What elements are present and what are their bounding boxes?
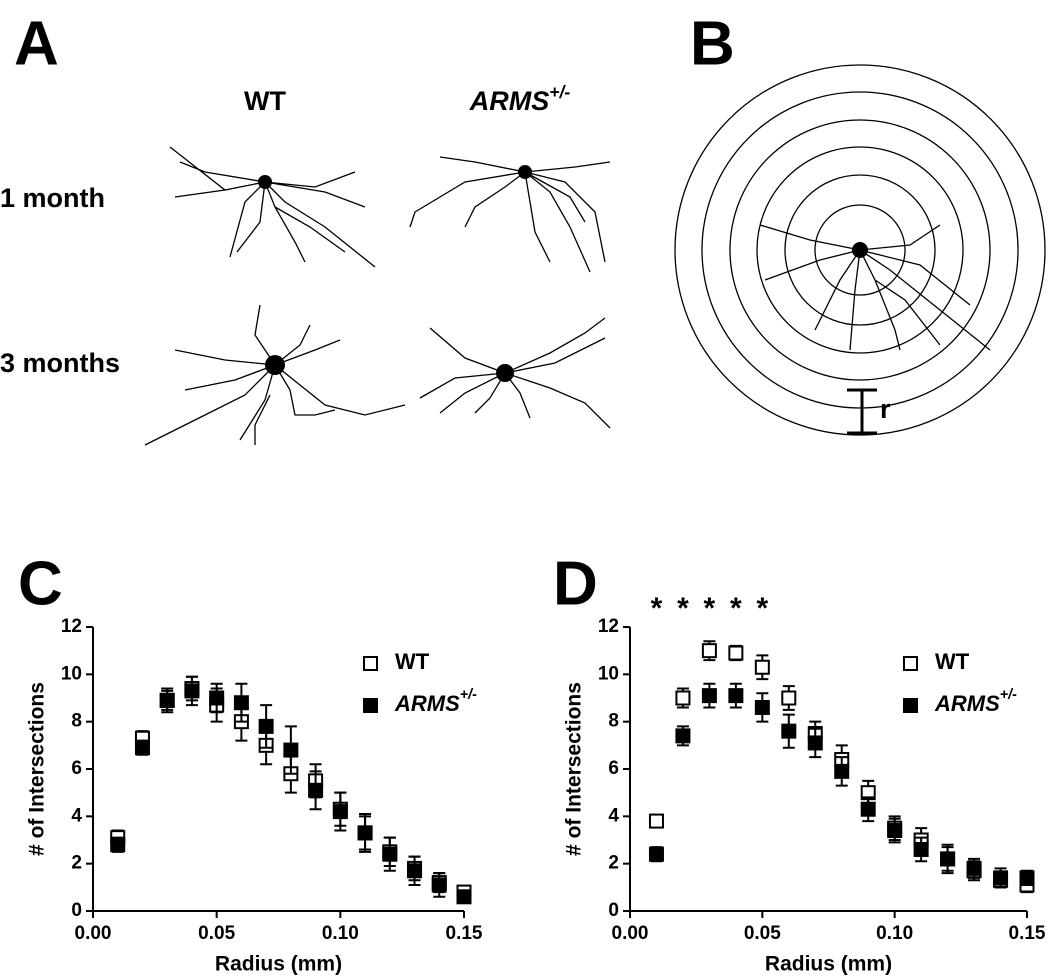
- legend-label: ARMS+/-: [394, 687, 477, 716]
- panel-letter: B: [690, 9, 735, 78]
- neuron-drawing: [759, 224, 991, 351]
- y-tick-label: 8: [71, 711, 82, 732]
- marker: [456, 889, 472, 905]
- marker: [728, 645, 744, 661]
- sholl-rings: [674, 64, 1046, 436]
- panel-letter: C: [18, 549, 63, 618]
- marker: [701, 688, 717, 704]
- x-tick-label: 0.00: [612, 923, 649, 944]
- y-axis-label: # of Intersections: [26, 682, 49, 856]
- y-axis-label: # of Intersections: [563, 682, 586, 856]
- x-tick-label: 0.15: [1009, 923, 1046, 944]
- y-tick-label: 10: [598, 663, 619, 684]
- column-header: WT: [244, 86, 286, 116]
- neuron-drawing: [419, 317, 611, 429]
- y-tick-label: 2: [71, 853, 82, 874]
- marker: [754, 699, 770, 715]
- legend-label: WT: [935, 649, 970, 674]
- marker: [382, 846, 398, 862]
- marker: [407, 863, 423, 879]
- legend-marker: [903, 656, 918, 671]
- x-tick-label: 0.00: [75, 923, 112, 944]
- neuron-drawing: [144, 304, 406, 446]
- y-tick-label: 4: [608, 805, 619, 826]
- legend-label: WT: [395, 649, 430, 674]
- marker: [233, 695, 249, 711]
- y-tick-label: 4: [71, 805, 82, 826]
- marker: [860, 801, 876, 817]
- marker: [258, 718, 274, 734]
- panel-letter: D: [553, 549, 598, 618]
- legend-marker: [363, 656, 378, 671]
- marker: [675, 690, 691, 706]
- significance-star: *: [651, 592, 663, 625]
- marker: [728, 688, 744, 704]
- significance-star: *: [677, 592, 689, 625]
- legend-marker: [363, 698, 378, 713]
- marker: [675, 728, 691, 744]
- marker: [701, 643, 717, 659]
- marker: [913, 841, 929, 857]
- x-tick-label: 0.05: [744, 923, 781, 944]
- significance-star: *: [756, 592, 768, 625]
- x-tick-label: 0.15: [446, 923, 483, 944]
- y-tick-label: 0: [71, 900, 82, 921]
- marker: [781, 723, 797, 739]
- y-tick-label: 8: [608, 711, 619, 732]
- marker: [357, 825, 373, 841]
- marker: [332, 804, 348, 820]
- marker: [209, 690, 225, 706]
- y-tick-label: 12: [61, 616, 82, 637]
- significance-star: *: [704, 592, 716, 625]
- marker: [1019, 870, 1035, 886]
- neuron-drawing: [169, 146, 376, 268]
- marker: [781, 690, 797, 706]
- marker: [834, 763, 850, 779]
- row-label: 3 months: [0, 348, 120, 378]
- neuron-drawing: [409, 156, 611, 273]
- marker: [648, 846, 664, 862]
- x-tick-label: 0.10: [322, 923, 359, 944]
- marker: [993, 870, 1009, 886]
- x-axis-label: Radius (mm): [765, 953, 892, 976]
- marker: [807, 735, 823, 751]
- row-label: 1 month: [0, 183, 105, 213]
- y-tick-label: 0: [608, 900, 619, 921]
- x-axis-label: Radius (mm): [215, 953, 342, 976]
- x-tick-label: 0.10: [876, 923, 913, 944]
- marker: [134, 740, 150, 756]
- radius-label: r: [880, 394, 891, 424]
- y-tick-label: 6: [71, 758, 82, 779]
- marker: [754, 659, 770, 675]
- marker: [648, 813, 664, 829]
- radius-bar: [847, 388, 877, 435]
- marker: [159, 692, 175, 708]
- marker: [110, 837, 126, 853]
- marker: [966, 860, 982, 876]
- marker: [308, 782, 324, 798]
- y-tick-label: 2: [608, 853, 619, 874]
- x-tick-label: 0.05: [198, 923, 235, 944]
- legend-label: ARMS+/-: [934, 687, 1017, 716]
- marker: [184, 683, 200, 699]
- marker: [431, 877, 447, 893]
- legend-marker: [903, 698, 918, 713]
- y-tick-label: 6: [608, 758, 619, 779]
- y-tick-label: 12: [598, 616, 619, 637]
- panel-letter: A: [14, 9, 59, 78]
- significance-star: *: [730, 592, 742, 625]
- y-tick-label: 10: [61, 663, 82, 684]
- column-header: ARMS+/-: [469, 82, 571, 116]
- marker: [283, 742, 299, 758]
- marker: [940, 851, 956, 867]
- marker: [887, 823, 903, 839]
